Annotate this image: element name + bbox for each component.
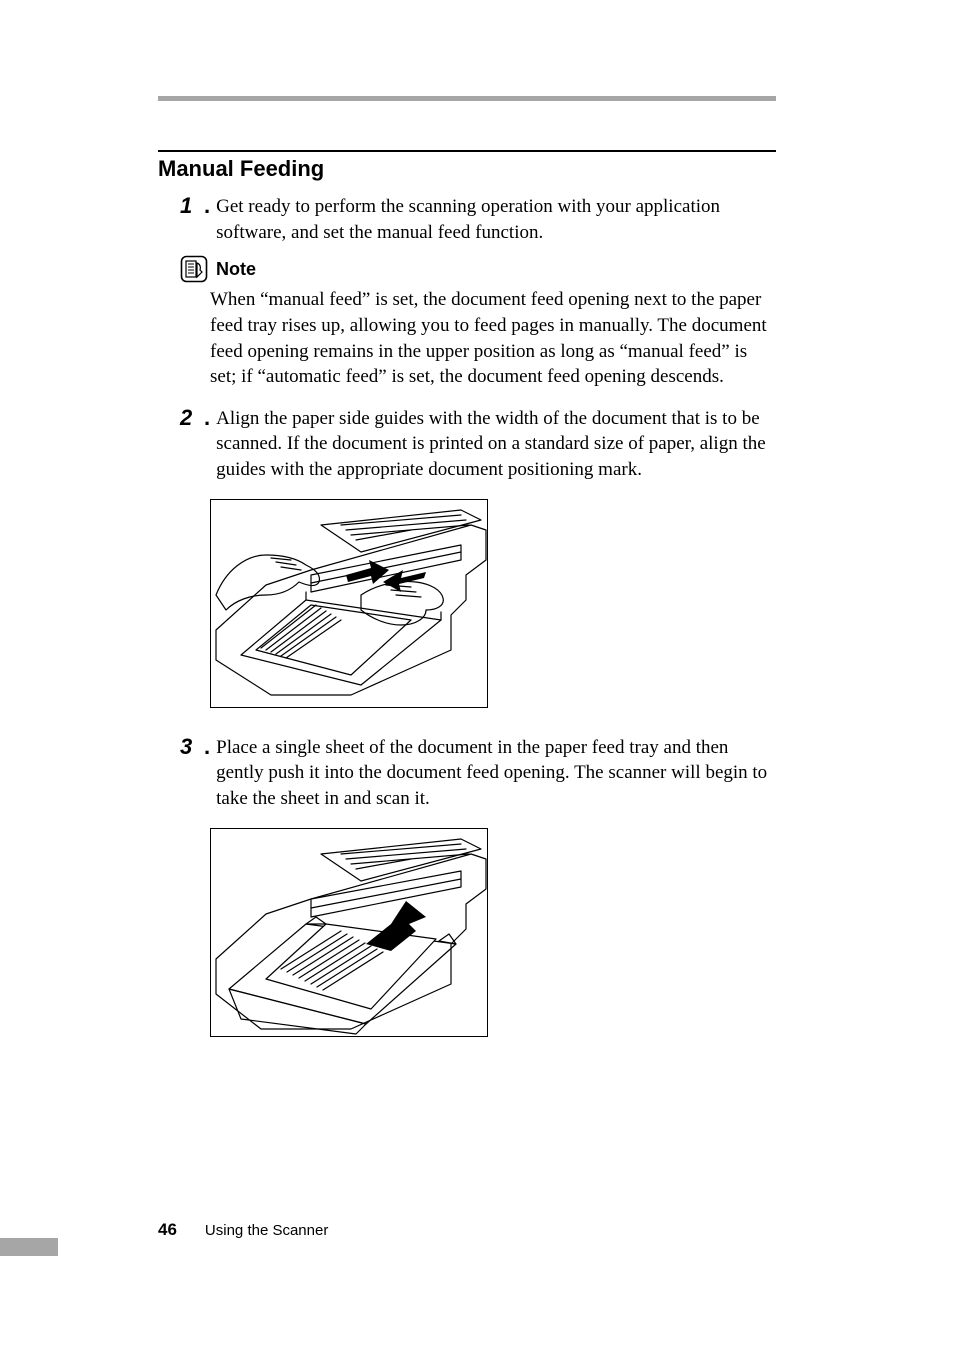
- page: Manual Feeding 1 . Get ready to perform …: [0, 0, 954, 1348]
- step-text: Place a single sheet of the document in …: [216, 735, 776, 812]
- content-area: 1 . Get ready to perform the scanning op…: [180, 194, 776, 1064]
- note-icon: [180, 255, 208, 283]
- step-2: 2 . Align the paper side guides with the…: [180, 406, 776, 483]
- footer-chapter: Using the Scanner: [205, 1222, 328, 1239]
- section-title-rule: [158, 150, 776, 152]
- note-header: Note: [180, 255, 776, 283]
- section-title: Manual Feeding: [158, 156, 324, 182]
- footer: 46 Using the Scanner: [158, 1220, 328, 1240]
- note-block: Note When “manual feed” is set, the docu…: [180, 255, 776, 390]
- step-1: 1 . Get ready to perform the scanning op…: [180, 194, 776, 245]
- note-body: When “manual feed” is set, the document …: [210, 287, 776, 390]
- step-3: 3 . Place a single sheet of the document…: [180, 735, 776, 812]
- horizontal-rule-top: [158, 96, 776, 101]
- figure-insert-sheet: [210, 828, 488, 1037]
- step-dot: .: [204, 735, 210, 759]
- step-dot: .: [204, 406, 210, 430]
- step-number: 2: [180, 406, 204, 430]
- step-dot: .: [204, 194, 210, 218]
- step-text: Align the paper side guides with the wid…: [216, 406, 776, 483]
- figure-align-guides: [210, 499, 488, 708]
- page-number: 46: [158, 1220, 177, 1240]
- note-label: Note: [216, 259, 256, 280]
- step-number: 1: [180, 194, 204, 218]
- step-text: Get ready to perform the scanning operat…: [216, 194, 776, 245]
- step-number: 3: [180, 735, 204, 759]
- side-tab: [0, 1238, 58, 1256]
